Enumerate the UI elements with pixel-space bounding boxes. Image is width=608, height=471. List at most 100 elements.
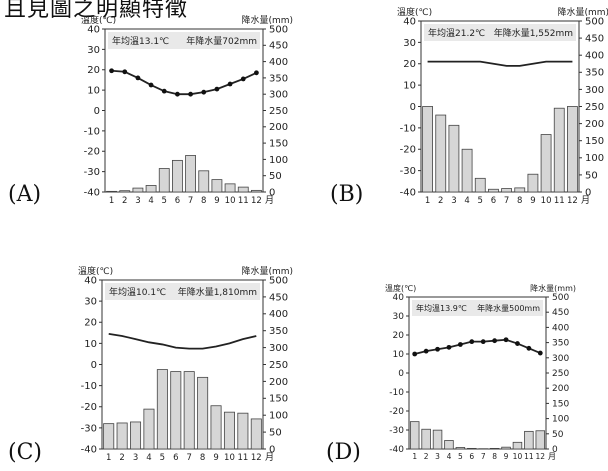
- temp-tick-label: 10: [393, 350, 405, 360]
- temperature-line: [108, 332, 257, 350]
- stats-avg-temp: 年均溫10.1℃: [109, 286, 166, 298]
- temperature-point: [469, 339, 475, 345]
- temperature-point: [457, 342, 463, 347]
- temperature-point: [109, 68, 114, 74]
- temperature-point: [503, 337, 509, 343]
- precip-bar: [489, 447, 500, 450]
- precip-tick-label: 0: [552, 445, 558, 455]
- month-label: 1: [425, 196, 430, 206]
- month-label: 3: [135, 196, 140, 206]
- temp-tick-label: -40: [400, 187, 416, 198]
- temp-tick-label: -10: [389, 388, 404, 398]
- month-label: 4: [464, 196, 469, 206]
- precip-bar: [237, 412, 249, 450]
- precip-tick-label: 50: [269, 428, 282, 439]
- precip-tick-label: 200: [269, 122, 288, 133]
- month-label: 12: [567, 196, 578, 206]
- temp-axis-title: 溫度(℃): [397, 6, 432, 18]
- precip-tick-label: 400: [269, 309, 288, 320]
- temperature-point: [240, 76, 246, 82]
- precip-bar: [461, 148, 473, 193]
- month-unit: 月: [548, 452, 556, 461]
- precip-tick-label: 100: [269, 411, 288, 422]
- month-label: 3: [451, 196, 456, 206]
- temp-tick-label: 10: [403, 81, 416, 92]
- precip-bar: [143, 408, 155, 450]
- stats-annual-precip: 年降水量1,810mm: [178, 286, 257, 298]
- precip-bar: [527, 173, 539, 193]
- precip-bar: [553, 107, 565, 193]
- temp-tick-label: 30: [84, 297, 97, 308]
- stats-annual-precip: 年降水量702mm: [186, 35, 257, 47]
- stats-box: [105, 283, 260, 300]
- temperature-point: [423, 348, 429, 354]
- precip-bar: [444, 440, 454, 450]
- temperature-point: [148, 82, 154, 88]
- month-label: 8: [201, 196, 206, 206]
- precip-bar: [172, 159, 183, 193]
- month-label: 3: [435, 452, 440, 461]
- stats-avg-temp: 年均溫21.2℃: [428, 27, 485, 39]
- precip-tick-label: 250: [552, 369, 569, 379]
- precip-tick-label: 350: [552, 339, 569, 349]
- temp-tick-label: 40: [393, 293, 405, 303]
- plot-frame: [101, 279, 264, 450]
- month-label: 2: [122, 196, 127, 206]
- precip-bar: [103, 423, 115, 450]
- temperature-point: [214, 86, 220, 92]
- precip-bar: [224, 183, 236, 193]
- precip-tick-label: 450: [585, 34, 604, 45]
- temperature-point: [227, 81, 233, 87]
- precip-tick-label: 300: [269, 90, 288, 101]
- precip-tick-label: 100: [269, 155, 288, 166]
- precip-bar: [250, 418, 262, 450]
- precip-bar: [170, 371, 182, 450]
- precip-bar: [524, 430, 534, 450]
- month-label: 4: [146, 453, 151, 463]
- precip-bar: [467, 447, 477, 450]
- month-unit: 月: [581, 195, 590, 206]
- month-label: 4: [447, 452, 452, 461]
- precip-tick-label: 50: [585, 170, 598, 181]
- precip-bar: [501, 446, 511, 450]
- temp-axis-title: 溫度(℃): [78, 265, 113, 277]
- precip-tick-label: 350: [585, 68, 604, 79]
- chart-panel-d: 溫度(℃) 降水量(mm)403020100-10-20-30-405004504…: [385, 283, 576, 461]
- temperature-point: [435, 346, 440, 352]
- precip-tick-label: 150: [269, 139, 288, 150]
- month-label: 10: [224, 453, 235, 463]
- stats-annual-precip: 年降水量500mm: [477, 303, 540, 313]
- precip-bar: [251, 189, 262, 193]
- temp-tick-label: 0: [91, 360, 97, 371]
- month-label: 11: [554, 196, 565, 206]
- month-label: 8: [492, 452, 497, 461]
- precip-tick-label: 250: [585, 102, 604, 113]
- temp-tick-label: -30: [400, 166, 416, 177]
- temperature-point: [526, 345, 532, 351]
- temperature-point: [480, 339, 486, 345]
- chart-panel-a: 溫度(℃) 降水量(mm)403020100-10-20-30-405004504…: [81, 14, 293, 206]
- month-label: 7: [186, 453, 191, 463]
- temp-tick-label: -10: [84, 126, 100, 137]
- month-label: 9: [530, 196, 535, 206]
- precip-tick-label: 50: [552, 430, 564, 440]
- month-label: 1: [412, 452, 417, 461]
- month-label: 2: [438, 196, 443, 206]
- precip-bar: [501, 188, 512, 193]
- month-label: 5: [478, 196, 483, 206]
- month-label: 3: [133, 453, 138, 463]
- precip-bar: [514, 187, 526, 193]
- precip-axis-title: 降水量(mm): [557, 6, 608, 18]
- stats-box: [424, 24, 576, 41]
- temp-axis-title: 溫度(℃): [385, 283, 416, 293]
- temp-tick-label: -40: [81, 444, 97, 455]
- month-label: 5: [458, 452, 463, 461]
- temp-tick-label: 40: [84, 275, 97, 286]
- temperature-point: [515, 341, 520, 346]
- temp-tick-label: 10: [87, 86, 100, 97]
- temp-tick-label: -30: [389, 426, 404, 436]
- precip-bar: [130, 421, 142, 450]
- precip-tick-label: 100: [585, 153, 604, 164]
- temperature-line: [427, 60, 573, 67]
- temp-tick-label: 0: [94, 106, 100, 117]
